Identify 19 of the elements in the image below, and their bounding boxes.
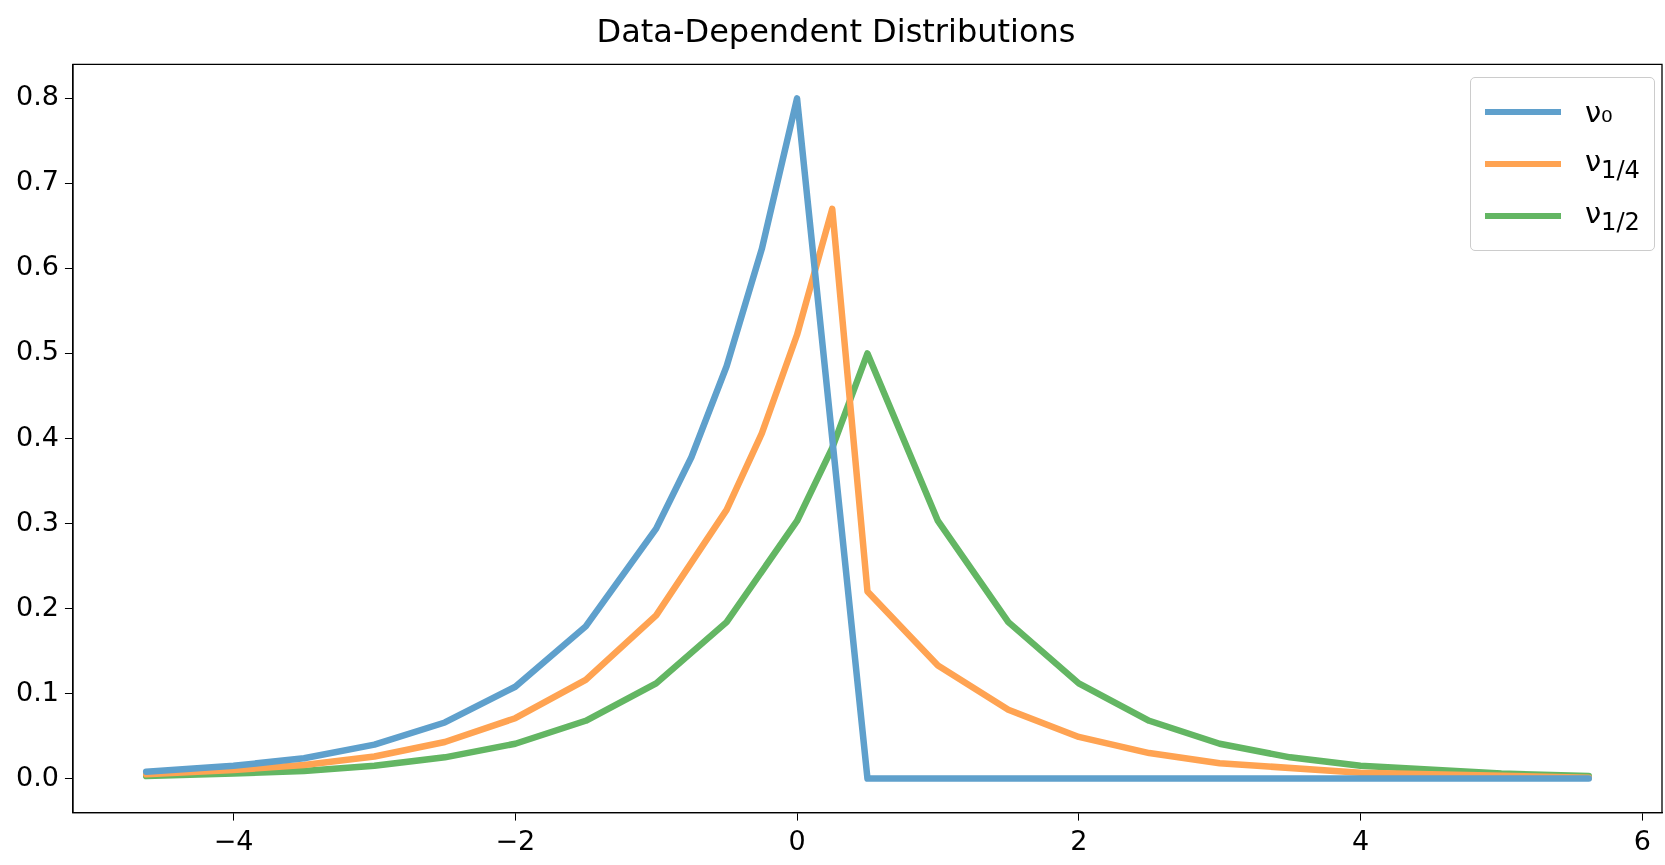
y-tick-label: 0.1 [15, 675, 59, 707]
y-tick-label: 0.5 [15, 335, 59, 367]
chart-title: Data-Dependent Distributions [596, 11, 1076, 50]
legend-label: ν$_{1/2}$ [1584, 196, 1640, 236]
y-tick-label: 0.2 [15, 590, 59, 622]
y-tick-label: 0.0 [15, 760, 59, 792]
y-tick-label: 0.7 [15, 165, 59, 197]
x-tick-label: 4 [1351, 824, 1370, 856]
y-tick-label: 0.6 [15, 250, 59, 282]
y-tick-label: 0.4 [15, 420, 59, 452]
x-tick-label: 6 [1633, 824, 1651, 856]
x-tick-label: −2 [495, 824, 536, 856]
legend-label: ν$_{1/4}$ [1584, 144, 1640, 184]
x-tick-label: 0 [788, 824, 806, 856]
y-tick-label: 0.8 [15, 80, 59, 112]
x-tick-label: −4 [213, 824, 254, 856]
y-tick-label: 0.3 [15, 505, 59, 537]
legend-label: ν₀ [1584, 95, 1613, 129]
x-tick-label: 2 [1070, 824, 1088, 856]
